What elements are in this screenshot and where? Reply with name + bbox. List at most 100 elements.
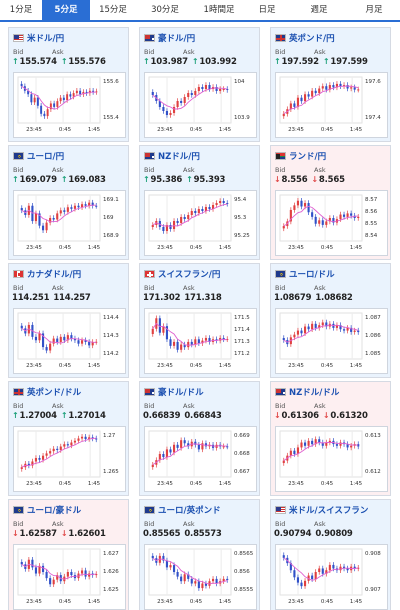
pair-name[interactable]: ユーロ/円 (27, 152, 65, 162)
ask-price: ↑1.08682 (315, 293, 353, 303)
candle (350, 327, 353, 332)
flag-us-icon (275, 506, 286, 514)
mini-chart[interactable]: 155.6 155.4 23:45 0:45 1:45 (13, 72, 126, 138)
rate-card[interactable]: 英ポンド/ドル Bid Ask ↑1.27004 ↑1.27014 1.27 1.265 23… (8, 381, 129, 496)
candle (328, 85, 331, 90)
mini-chart[interactable]: 8.57 8.56 8.55 8.54 23:45 0:45 1:45 (275, 190, 388, 256)
mini-chart[interactable]: 1.087 1.086 1.085 23:45 0:45 1:45 (275, 308, 388, 374)
bid-price: ↑114.251 (12, 293, 50, 303)
x-tick-label: 1:45 (350, 599, 363, 605)
candle (293, 334, 296, 338)
mini-chart[interactable]: 197.6 197.4 23:45 0:45 1:45 (275, 72, 388, 138)
mini-chart[interactable]: 1.27 1.265 23:45 0:45 1:45 (13, 426, 126, 492)
candle (339, 325, 342, 330)
candle (300, 582, 303, 587)
pair-name[interactable]: 米ドル/スイスフラン (289, 506, 369, 516)
pair-name[interactable]: ユーロ/豪ドル (27, 506, 82, 516)
candle (66, 572, 69, 577)
candle (201, 87, 204, 89)
y-tick-label: 0.8555 (234, 587, 254, 593)
tab-0[interactable]: 1分足 (9, 5, 33, 15)
rate-card[interactable]: 米ドル/スイスフランBidAsk↑0.90794↑0.908090.9080.9… (270, 499, 391, 610)
candle (318, 439, 321, 443)
pair-name[interactable]: カナダドル/円 (27, 270, 82, 280)
candle (41, 333, 45, 348)
mini-chart[interactable]: 1.627 1.626 1.625 23:45 0:45 1:45 (13, 544, 126, 610)
candle (53, 103, 56, 107)
x-tick-label: 23:45 (157, 245, 173, 251)
candlestick-chart: 114.4 114.3 114.2 23:45 0:45 1:45 (17, 312, 119, 369)
candle (314, 90, 317, 94)
candle (321, 322, 324, 326)
rate-card[interactable]: ユーロ/豪ドル Bid Ask ↓1.62587 ↓1.62601 1.627 1.626 1… (8, 499, 129, 610)
prices: ↓1.62587 ↓1.62601 (12, 529, 110, 539)
candle (204, 85, 208, 89)
candle (187, 574, 190, 579)
mini-chart[interactable]: 0.8565 0.856 0.8555 23:45 0:45 1:45 (144, 544, 257, 610)
mini-chart[interactable]: 0.669 0.668 0.667 23:45 0:45 1:45 (144, 426, 257, 492)
tab-3[interactable]: 30分足 (151, 5, 179, 15)
arrow-down-icon: ↓ (60, 529, 68, 538)
rate-card[interactable]: 豪ドル/円 Bid Ask ↑103.987 ↑103.992 104 103.9 23:45… (139, 27, 260, 142)
candle (88, 437, 91, 440)
candle (357, 330, 360, 333)
rate-card[interactable]: ユーロ/円 Bid Ask ↑169.079 ↑169.083 169.1 169 168.9… (8, 145, 129, 260)
pair-name[interactable]: 米ドル/円 (27, 34, 65, 44)
rate-card[interactable]: ランド/円 Bid Ask ↓8.556 ↓8.565 8.57 8.56 8.55 8.54 2… (270, 145, 391, 260)
mini-chart[interactable]: 169.1 169 168.9 23:45 0:45 1:45 (13, 190, 126, 256)
candle (27, 463, 30, 466)
pair-name[interactable]: 英ポンド/円 (289, 34, 335, 44)
moving-average-line (152, 557, 228, 585)
mini-chart[interactable]: 95.4 95.3 95.25 23:45 0:45 1:45 (144, 190, 257, 256)
candle (226, 578, 229, 581)
bid-label: Bid (144, 402, 155, 410)
tab-4[interactable]: 1時間足 (203, 5, 235, 15)
rate-card[interactable]: 英ポンド/円 Bid Ask ↑197.592 ↑197.599 197.6 197.4 23… (270, 27, 391, 142)
rate-card[interactable]: 豪ドル/ドルBidAsk↑0.66839↑0.668430.6690.6680.… (139, 381, 260, 496)
candle (158, 318, 161, 333)
rate-card[interactable]: カナダドル/円BidAsk↑114.251↑114.257114.4114.31… (8, 263, 129, 378)
candle (211, 205, 215, 209)
candle (208, 207, 211, 209)
tab-7[interactable]: 月足 (365, 5, 383, 15)
pair-name[interactable]: スイスフラン/円 (158, 270, 221, 280)
rate-card[interactable]: NZドル/ドル Bid Ask ↓0.61306 ↓0.61320 0.613 0.612 2… (270, 381, 391, 496)
plot-area (17, 548, 101, 596)
mini-chart[interactable]: 104 103.9 23:45 0:45 1:45 (144, 72, 257, 138)
mini-chart[interactable]: 171.5 171.4 171.3 171.2 23:45 0:45 1:45 (144, 308, 257, 374)
tab-6[interactable]: 週足 (310, 5, 328, 15)
candle (342, 214, 346, 217)
candle (20, 562, 23, 565)
candle (318, 88, 321, 94)
rate-card[interactable]: ユーロ/ドルBidAsk↑1.08679↑1.086821.0871.0861.… (270, 263, 391, 378)
pair-name[interactable]: ランド/円 (289, 152, 327, 162)
x-tick-label: 1:45 (88, 245, 101, 251)
mini-chart[interactable]: 0.613 0.612 23:45 0:45 1:45 (275, 426, 388, 492)
tab-1[interactable]: 5分足 (42, 0, 90, 20)
y-tick-label: 1.625 (103, 587, 119, 593)
candle (201, 340, 204, 344)
pair-name[interactable]: 英ポンド/ドル (27, 388, 82, 398)
candle (342, 329, 346, 331)
pair-name[interactable]: ユーロ/ドル (289, 270, 335, 280)
pair-name[interactable]: ユーロ/英ポンド (158, 506, 221, 516)
rate-card[interactable]: ユーロ/英ポンドBidAsk↑0.85565↑0.855730.85650.85… (139, 499, 260, 610)
candle (162, 227, 165, 231)
mini-chart[interactable]: 114.4 114.3 114.2 23:45 0:45 1:45 (13, 308, 126, 374)
tab-5[interactable]: 日足 (258, 5, 276, 15)
candle (296, 97, 300, 107)
pair-name[interactable]: NZドル/円 (158, 152, 200, 162)
bid-price: ↑197.592 (274, 57, 319, 67)
tab-2[interactable]: 15分足 (99, 5, 127, 15)
pair-name[interactable]: NZドル/ドル (289, 388, 340, 398)
pair-name[interactable]: 豪ドル/円 (158, 34, 196, 44)
candle (165, 326, 169, 340)
pair-name[interactable]: 豪ドル/ドル (158, 388, 204, 398)
plot-area (279, 194, 363, 242)
rate-card[interactable]: 米ドル/円 Bid Ask ↑155.574 ↑155.576 155.6 155.4 23:… (8, 27, 129, 142)
bid-value: 197.592 (281, 57, 320, 67)
rate-card[interactable]: NZドル/円 Bid Ask ↑95.386 ↑95.393 95.4 95.3 95.25 2… (139, 145, 260, 260)
mini-chart[interactable]: 0.908 0.907 23:45 0:45 1:45 (275, 544, 388, 610)
candle (321, 86, 324, 89)
